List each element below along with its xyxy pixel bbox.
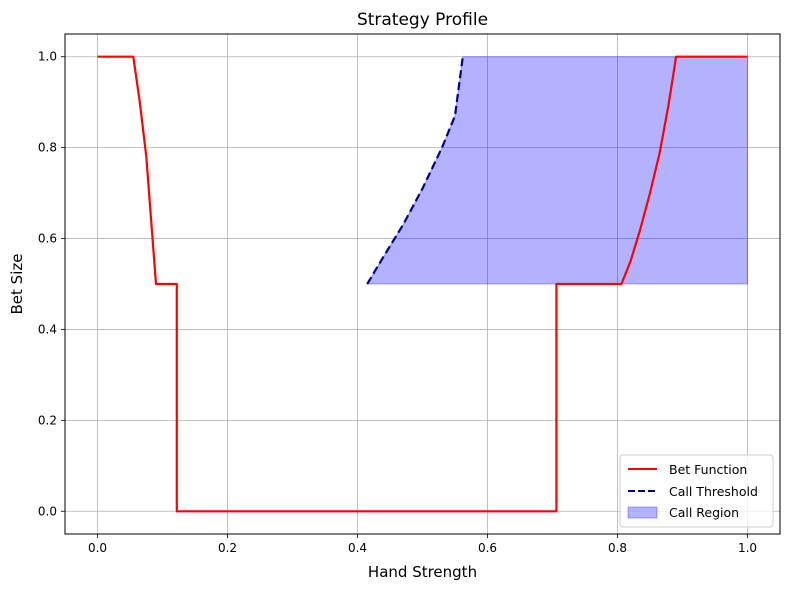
y-tick-label: 0.0 [38, 504, 57, 518]
x-tick-label: 0.6 [478, 541, 497, 555]
bet-function-line [97, 55, 748, 513]
y-tick-label: 0.6 [38, 232, 57, 246]
x-tick-label: 0.8 [608, 541, 627, 555]
x-tick-label: 0.4 [348, 541, 367, 555]
legend-label-bet-function: Bet Function [669, 462, 747, 477]
legend-label-call-region: Call Region [669, 505, 739, 520]
x-tick-label: 0.0 [88, 541, 107, 555]
x-tick-label: 0.2 [218, 541, 237, 555]
legend-box [619, 454, 774, 528]
y-tick-label: 0.2 [38, 413, 57, 427]
series-lines [97, 55, 748, 513]
legend-label-call-threshold: Call Threshold [669, 484, 758, 499]
y-axis-label: Bet Size [8, 254, 26, 315]
y-tick-label: 0.4 [38, 322, 57, 336]
legend: Bet Function Call Threshold Call Region [619, 454, 774, 528]
y-tick-label: 0.8 [38, 141, 57, 155]
y-tick-label: 1.0 [38, 50, 57, 64]
x-tick-label: 1.0 [738, 541, 757, 555]
x-axis-label: Hand Strength [368, 563, 477, 581]
legend-swatch-call-region [627, 506, 658, 519]
call-threshold-line [366, 56, 464, 285]
plot-frame [64, 33, 781, 535]
chart-title: Strategy Profile [357, 10, 488, 30]
axis-ticks: 0.0 0.2 0.4 0.6 0.8 1.0 0.0 0.2 0.4 0.6 0.8 1.0 [38, 50, 757, 555]
